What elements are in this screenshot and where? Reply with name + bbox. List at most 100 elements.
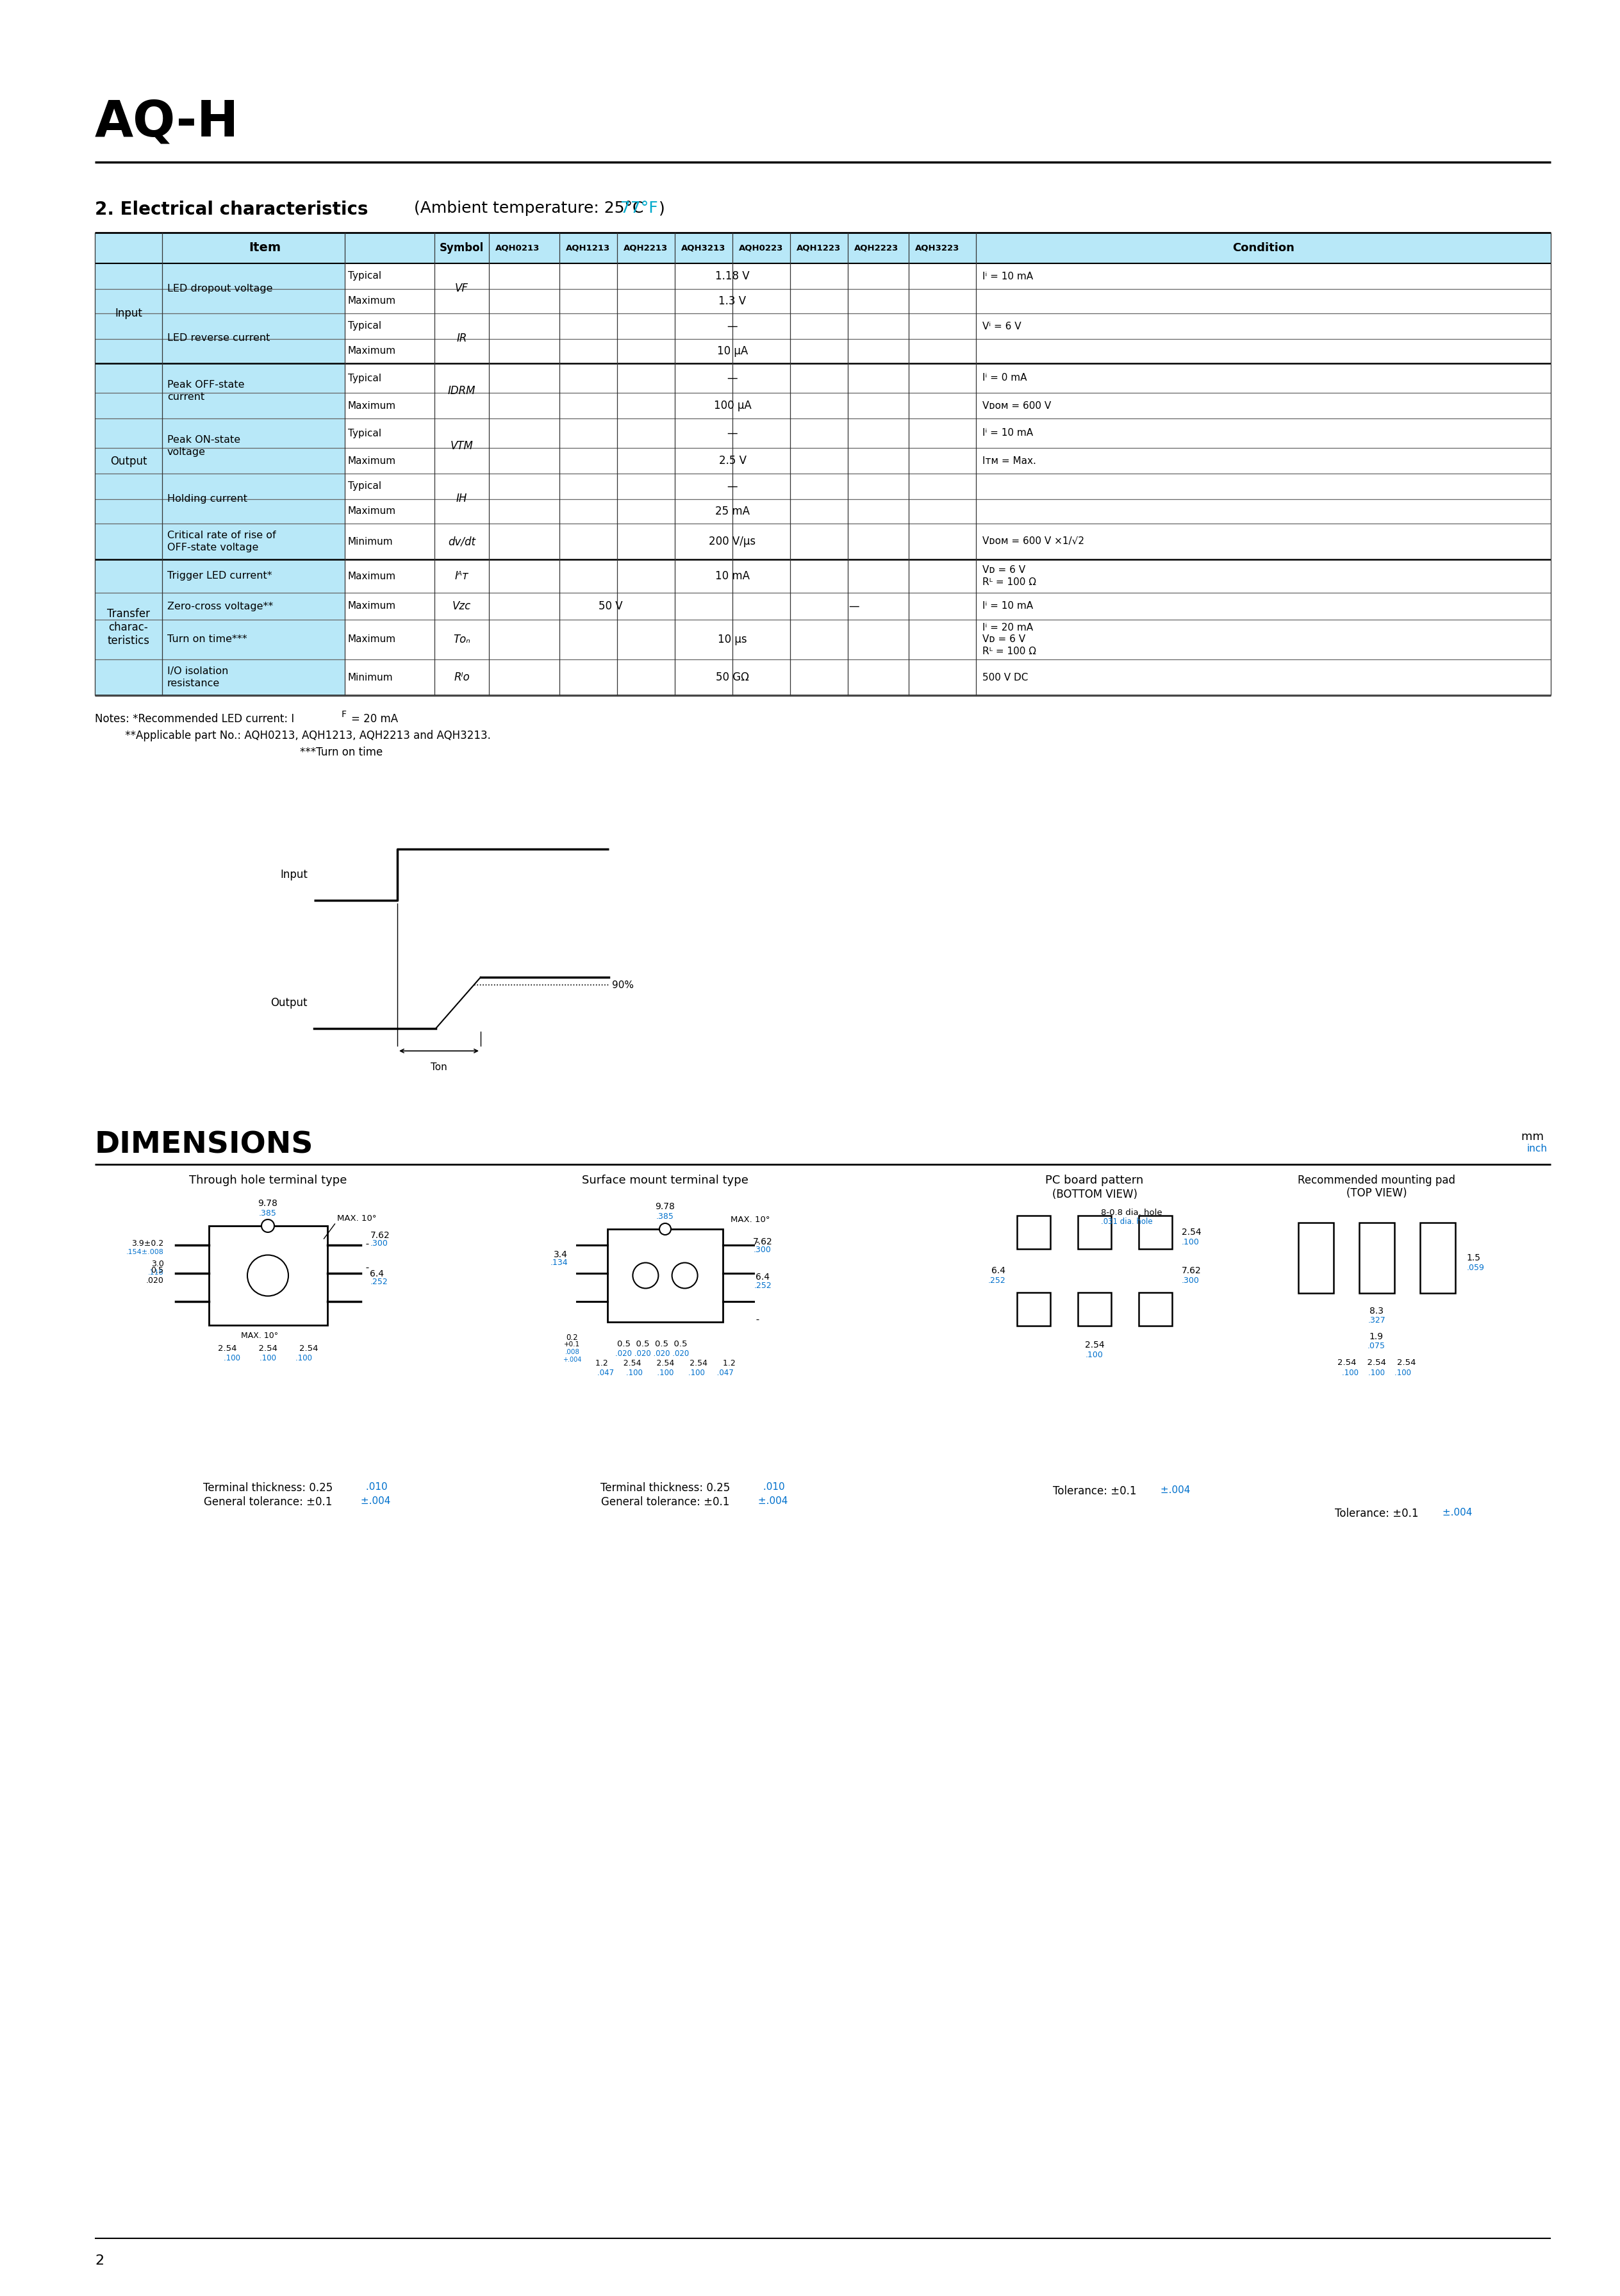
Bar <box>96 232 1550 264</box>
Text: MAX. 10°: MAX. 10° <box>731 1215 769 1224</box>
Text: Iⁱ = 10 mA: Iⁱ = 10 mA <box>982 271 1034 280</box>
Text: Terminal thickness: 0.25: Terminal thickness: 0.25 <box>202 1483 332 1495</box>
Text: Vᴅ = 6 V
Rᴸ = 100 Ω: Vᴅ = 6 V Rᴸ = 100 Ω <box>982 565 1037 588</box>
Text: Maximum: Maximum <box>348 347 397 356</box>
Text: 1.3 V: 1.3 V <box>719 296 747 308</box>
Text: 0.5  0.5  0.5  0.5: 0.5 0.5 0.5 0.5 <box>617 1341 687 1348</box>
Text: 500 V DC: 500 V DC <box>982 673 1029 682</box>
Text: 3.9±0.2: 3.9±0.2 <box>131 1240 164 1249</box>
Text: AQ-H: AQ-H <box>96 99 240 147</box>
Bar <box>1298 1224 1333 1293</box>
Bar <box>1017 1293 1050 1325</box>
Text: AQH0213: AQH0213 <box>496 243 539 253</box>
Text: 10 μA: 10 μA <box>718 344 748 356</box>
Text: .075: .075 <box>1367 1343 1385 1350</box>
Text: .300: .300 <box>369 1240 387 1249</box>
Text: 25 mA: 25 mA <box>714 505 750 517</box>
Text: ±.004: ±.004 <box>755 1497 787 1506</box>
Text: .327: .327 <box>1367 1316 1385 1325</box>
Bar <box>1359 1224 1395 1293</box>
Text: —: — <box>727 480 737 491</box>
Bar <box>1139 1293 1171 1325</box>
Text: Typical: Typical <box>348 271 381 280</box>
Text: AQH1213: AQH1213 <box>565 243 611 253</box>
Text: 1.5: 1.5 <box>1466 1254 1481 1263</box>
Bar <box>162 659 345 696</box>
Text: 50 V: 50 V <box>599 602 622 613</box>
Text: DIMENSIONS: DIMENSIONS <box>96 1132 314 1159</box>
Text: —: — <box>727 372 737 383</box>
Text: Iⁱ = 10 mA: Iⁱ = 10 mA <box>982 602 1034 611</box>
Text: Maximum: Maximum <box>348 572 397 581</box>
Text: .008: .008 <box>565 1348 580 1355</box>
Text: AQH2213: AQH2213 <box>624 243 667 253</box>
Text: Transfer
charac-
teristics: Transfer charac- teristics <box>107 608 151 647</box>
Bar <box>162 523 345 560</box>
Text: Typical: Typical <box>348 374 381 383</box>
Text: 9.78: 9.78 <box>258 1199 277 1208</box>
Circle shape <box>633 1263 658 1288</box>
Text: Zero-cross voltage**: Zero-cross voltage** <box>167 602 274 611</box>
Text: .031 dia. hole: .031 dia. hole <box>1102 1217 1152 1226</box>
Text: .059: .059 <box>1466 1263 1484 1272</box>
Text: Maximum: Maximum <box>348 296 397 305</box>
Text: Iᴛᴍ = Max.: Iᴛᴍ = Max. <box>982 457 1037 466</box>
Text: Vᴅᴏᴍ = 600 V: Vᴅᴏᴍ = 600 V <box>982 402 1051 411</box>
Text: Critical rate of rise of
OFF-state voltage: Critical rate of rise of OFF-state volta… <box>167 530 275 553</box>
Text: .300: .300 <box>753 1247 771 1254</box>
Text: 1.2      2.54      2.54      2.54      1.2: 1.2 2.54 2.54 2.54 1.2 <box>595 1359 735 1368</box>
Text: —: — <box>727 321 737 333</box>
Text: Trigger LED current*: Trigger LED current* <box>167 572 272 581</box>
Text: LED reverse current: LED reverse current <box>167 333 271 342</box>
Bar <box>209 1226 327 1325</box>
Text: Surface mount terminal type: Surface mount terminal type <box>582 1176 748 1187</box>
Text: Iⁱ = 10 mA: Iⁱ = 10 mA <box>982 429 1034 439</box>
Bar <box>96 560 162 696</box>
Text: PC board pattern: PC board pattern <box>1045 1176 1144 1187</box>
Text: —: — <box>727 427 737 439</box>
Text: 9.78: 9.78 <box>654 1203 676 1210</box>
Text: 10 μs: 10 μs <box>718 634 747 645</box>
Text: (Ambient temperature: 25°C: (Ambient temperature: 25°C <box>408 200 648 216</box>
Text: Tolerance: ±0.1: Tolerance: ±0.1 <box>1335 1508 1418 1520</box>
Text: .252: .252 <box>369 1279 387 1286</box>
Text: +.004: +.004 <box>562 1357 582 1364</box>
Text: 50 GΩ: 50 GΩ <box>716 670 748 684</box>
Text: .100        .100        .100: .100 .100 .100 <box>224 1355 313 1362</box>
Text: 2. Electrical characteristics: 2. Electrical characteristics <box>96 200 368 218</box>
Circle shape <box>672 1263 698 1288</box>
Bar <box>96 363 162 560</box>
Text: AQH1223: AQH1223 <box>797 243 841 253</box>
Text: Symbol: Symbol <box>439 241 484 255</box>
Bar <box>608 1228 723 1322</box>
Text: .047     .100      .100      .100     .047: .047 .100 .100 .100 .047 <box>598 1368 734 1378</box>
Text: VF: VF <box>455 282 468 294</box>
Text: .118: .118 <box>147 1270 164 1277</box>
Text: .385: .385 <box>259 1210 277 1217</box>
Text: .020 .020 .020 .020: .020 .020 .020 .020 <box>616 1350 688 1357</box>
Text: Iᴬᴛ: Iᴬᴛ <box>455 569 468 581</box>
Bar <box>96 264 162 363</box>
Text: 100 μA: 100 μA <box>714 400 752 411</box>
Text: Turn on time***: Turn on time*** <box>167 634 248 645</box>
Text: Tolerance: ±0.1: Tolerance: ±0.1 <box>1053 1486 1136 1497</box>
Text: Output: Output <box>110 455 147 466</box>
Text: Item: Item <box>248 241 280 255</box>
Text: Through hole terminal type: Through hole terminal type <box>190 1176 347 1187</box>
Text: Typical: Typical <box>348 429 381 439</box>
Text: 2.54: 2.54 <box>1085 1341 1105 1350</box>
Text: 8-0.8 dia. hole: 8-0.8 dia. hole <box>1102 1210 1162 1217</box>
Text: 90%: 90% <box>612 980 633 990</box>
Text: .252: .252 <box>988 1277 1006 1283</box>
Text: Typical: Typical <box>348 482 381 491</box>
Text: ±.004: ±.004 <box>1439 1508 1473 1518</box>
Text: 1.9: 1.9 <box>1369 1332 1383 1341</box>
Text: Peak OFF-state
current: Peak OFF-state current <box>167 381 245 402</box>
Bar <box>162 418 345 473</box>
Text: IDRM: IDRM <box>447 386 476 397</box>
Text: Minimum: Minimum <box>348 673 394 682</box>
Text: AQH3223: AQH3223 <box>915 243 959 253</box>
Text: 2.5 V: 2.5 V <box>719 455 747 466</box>
Text: F: F <box>342 709 347 719</box>
Text: 1.18 V: 1.18 V <box>716 271 750 282</box>
